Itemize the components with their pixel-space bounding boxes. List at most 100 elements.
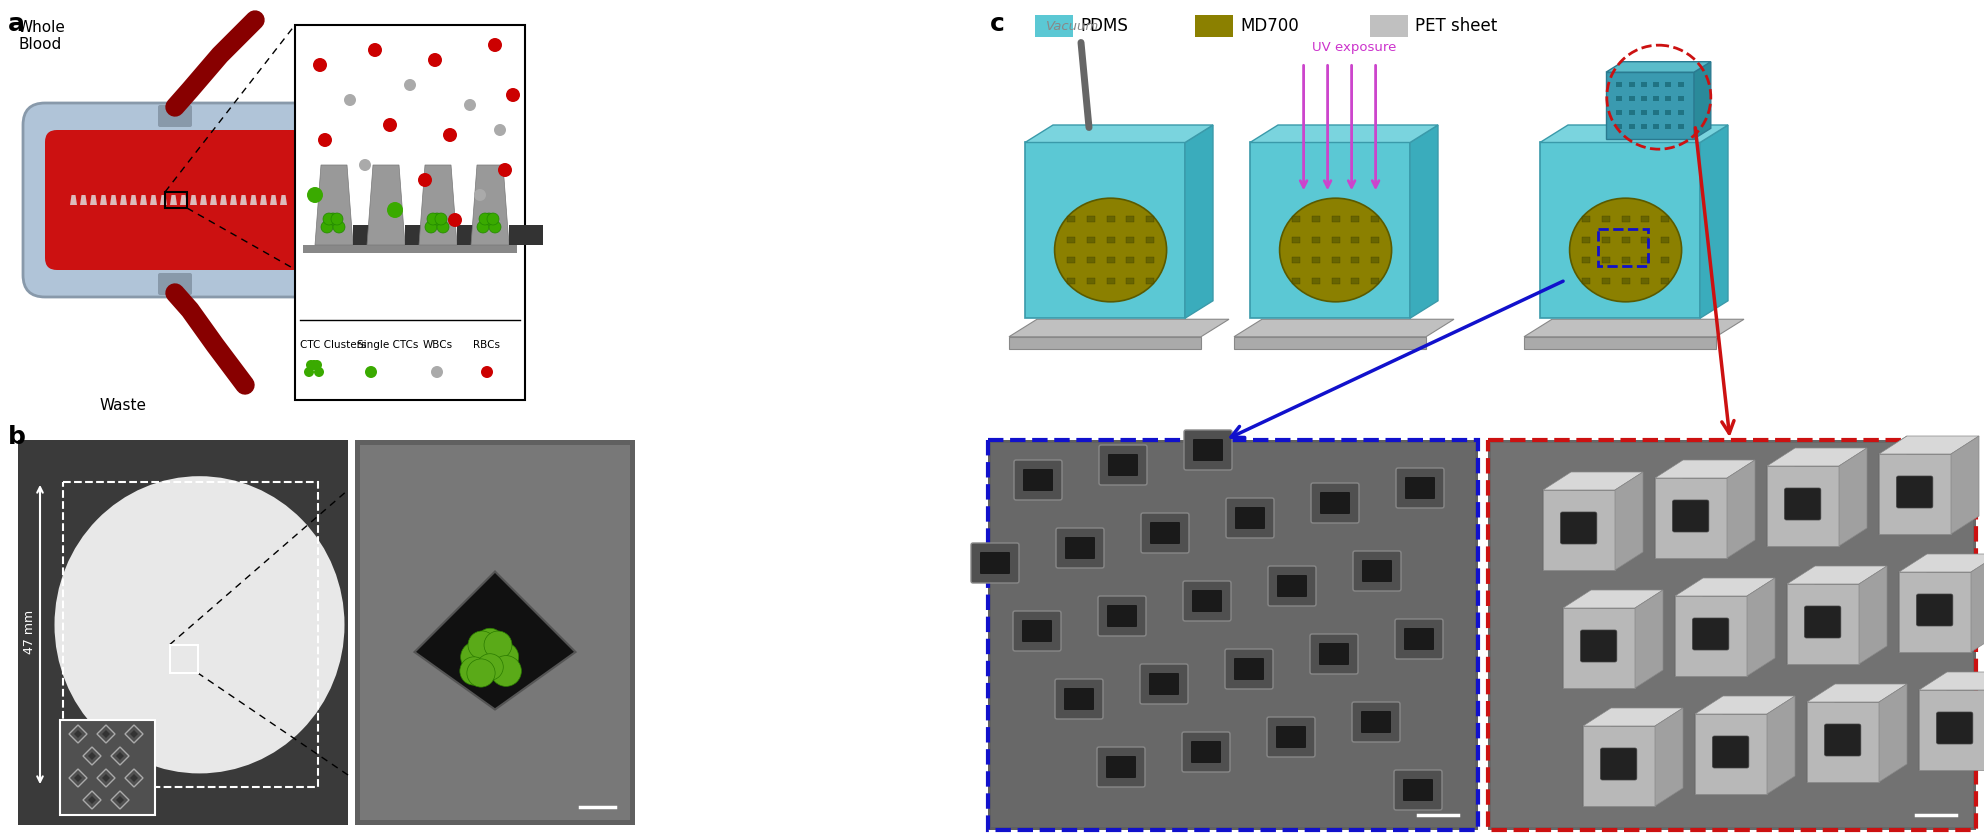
- Bar: [1617, 96, 1623, 101]
- FancyBboxPatch shape: [1825, 724, 1861, 756]
- Text: PDMS: PDMS: [1079, 17, 1127, 35]
- FancyBboxPatch shape: [1184, 430, 1232, 470]
- Circle shape: [310, 360, 319, 370]
- Circle shape: [333, 221, 345, 233]
- FancyBboxPatch shape: [970, 543, 1020, 583]
- Polygon shape: [1788, 584, 1859, 664]
- FancyBboxPatch shape: [1268, 566, 1315, 606]
- Circle shape: [488, 221, 502, 233]
- Bar: [1629, 82, 1635, 87]
- Bar: [1601, 278, 1609, 284]
- Polygon shape: [1950, 436, 1978, 534]
- Bar: [1107, 257, 1115, 263]
- FancyBboxPatch shape: [1278, 575, 1307, 597]
- Polygon shape: [1411, 125, 1438, 318]
- Bar: [405, 225, 438, 245]
- Bar: [1678, 82, 1684, 87]
- Polygon shape: [1788, 566, 1887, 584]
- Circle shape: [367, 43, 383, 57]
- Polygon shape: [1788, 566, 1815, 664]
- Bar: [988, 440, 1478, 830]
- Bar: [1665, 96, 1671, 101]
- Circle shape: [466, 659, 496, 687]
- Polygon shape: [1694, 696, 1796, 714]
- FancyBboxPatch shape: [1581, 630, 1617, 662]
- Bar: [169, 644, 198, 673]
- Polygon shape: [1879, 436, 1978, 454]
- Polygon shape: [1583, 708, 1682, 726]
- Polygon shape: [1540, 142, 1700, 318]
- FancyBboxPatch shape: [1712, 736, 1748, 768]
- Polygon shape: [1026, 142, 1184, 318]
- Bar: [1127, 236, 1135, 243]
- Polygon shape: [1879, 684, 1907, 782]
- Bar: [1653, 110, 1659, 115]
- Bar: [1641, 96, 1647, 101]
- Bar: [1597, 230, 1649, 266]
- Polygon shape: [131, 774, 139, 782]
- Bar: [1661, 236, 1669, 243]
- Polygon shape: [115, 796, 123, 804]
- Bar: [1087, 216, 1095, 222]
- Bar: [165, 192, 186, 208]
- Bar: [1311, 216, 1319, 222]
- Polygon shape: [1010, 319, 1228, 337]
- Polygon shape: [250, 195, 258, 205]
- Bar: [1036, 15, 1073, 37]
- FancyBboxPatch shape: [1936, 712, 1972, 744]
- FancyBboxPatch shape: [1319, 643, 1349, 665]
- Polygon shape: [89, 195, 97, 205]
- Text: RBCs: RBCs: [472, 340, 500, 350]
- Circle shape: [419, 173, 433, 187]
- Polygon shape: [109, 195, 117, 205]
- Text: PET sheet: PET sheet: [1415, 17, 1498, 35]
- Bar: [1641, 278, 1649, 284]
- FancyBboxPatch shape: [1107, 454, 1139, 476]
- FancyBboxPatch shape: [1224, 649, 1274, 689]
- Polygon shape: [1879, 436, 1907, 534]
- Text: Vacuum: Vacuum: [1046, 19, 1099, 33]
- FancyBboxPatch shape: [1268, 717, 1315, 757]
- Polygon shape: [161, 195, 167, 205]
- Circle shape: [308, 187, 323, 203]
- Polygon shape: [1250, 125, 1438, 142]
- Circle shape: [460, 657, 488, 685]
- Circle shape: [365, 366, 377, 378]
- FancyBboxPatch shape: [980, 552, 1010, 574]
- Circle shape: [490, 643, 518, 671]
- FancyBboxPatch shape: [1351, 702, 1401, 742]
- Polygon shape: [230, 195, 236, 205]
- Polygon shape: [1544, 490, 1615, 570]
- Polygon shape: [260, 195, 268, 205]
- Polygon shape: [1726, 460, 1756, 558]
- FancyBboxPatch shape: [1097, 747, 1145, 787]
- Text: UV exposure: UV exposure: [1311, 42, 1397, 54]
- Bar: [1127, 216, 1135, 222]
- Bar: [1653, 96, 1659, 101]
- Text: MD700: MD700: [1240, 17, 1300, 35]
- Polygon shape: [1768, 696, 1796, 794]
- Bar: [1601, 257, 1609, 263]
- Circle shape: [476, 654, 504, 680]
- Text: a: a: [8, 12, 26, 36]
- Polygon shape: [181, 195, 186, 205]
- Polygon shape: [1234, 337, 1426, 349]
- Bar: [304, 245, 518, 253]
- FancyBboxPatch shape: [1397, 468, 1444, 508]
- Ellipse shape: [1280, 199, 1391, 302]
- Polygon shape: [1583, 708, 1611, 806]
- Polygon shape: [1919, 690, 1984, 770]
- FancyBboxPatch shape: [1311, 483, 1359, 523]
- Polygon shape: [1655, 478, 1726, 558]
- FancyBboxPatch shape: [1182, 732, 1230, 772]
- Polygon shape: [470, 165, 510, 245]
- FancyBboxPatch shape: [1149, 673, 1178, 695]
- Bar: [1194, 15, 1232, 37]
- Bar: [353, 225, 387, 245]
- Bar: [1371, 236, 1379, 243]
- Bar: [1292, 236, 1300, 243]
- Text: CTC Clusters: CTC Clusters: [300, 340, 367, 350]
- Bar: [1641, 236, 1649, 243]
- Polygon shape: [1748, 578, 1776, 676]
- FancyBboxPatch shape: [159, 105, 192, 127]
